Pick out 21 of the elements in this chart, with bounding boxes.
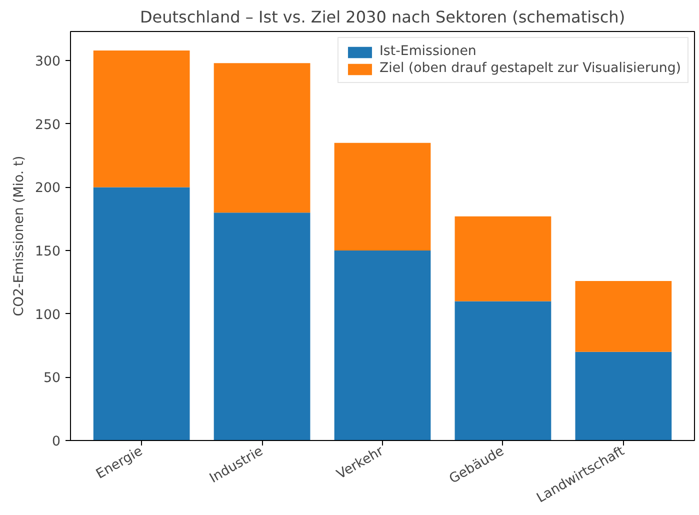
bar bbox=[214, 63, 310, 213]
y-tick-label: 300 bbox=[35, 54, 61, 70]
bar bbox=[214, 212, 310, 440]
chart-title: Deutschland – Ist vs. Ziel 2030 nach Sektoren (schematisch) bbox=[140, 8, 626, 26]
y-tick-label: 100 bbox=[35, 308, 61, 323]
y-axis-title: CO2-Emissionen (Mio. t) bbox=[12, 156, 28, 316]
legend-label: Ziel (oben drauf gestapelt zur Visualisierung) bbox=[379, 61, 681, 76]
bar bbox=[334, 250, 431, 440]
bar bbox=[575, 280, 672, 352]
y-tick-label: 250 bbox=[35, 118, 61, 133]
y-tick-label: 200 bbox=[35, 181, 61, 196]
legend-label: Ist-Emissionen bbox=[379, 44, 476, 59]
bar bbox=[334, 142, 431, 251]
bar bbox=[454, 301, 552, 440]
y-tick-label: 0 bbox=[52, 434, 61, 450]
bar bbox=[93, 187, 190, 440]
bar bbox=[93, 50, 190, 188]
y-tick-label: 150 bbox=[35, 244, 61, 260]
bar bbox=[454, 216, 552, 302]
bar bbox=[575, 352, 672, 440]
y-tick-label: 50 bbox=[44, 371, 61, 386]
